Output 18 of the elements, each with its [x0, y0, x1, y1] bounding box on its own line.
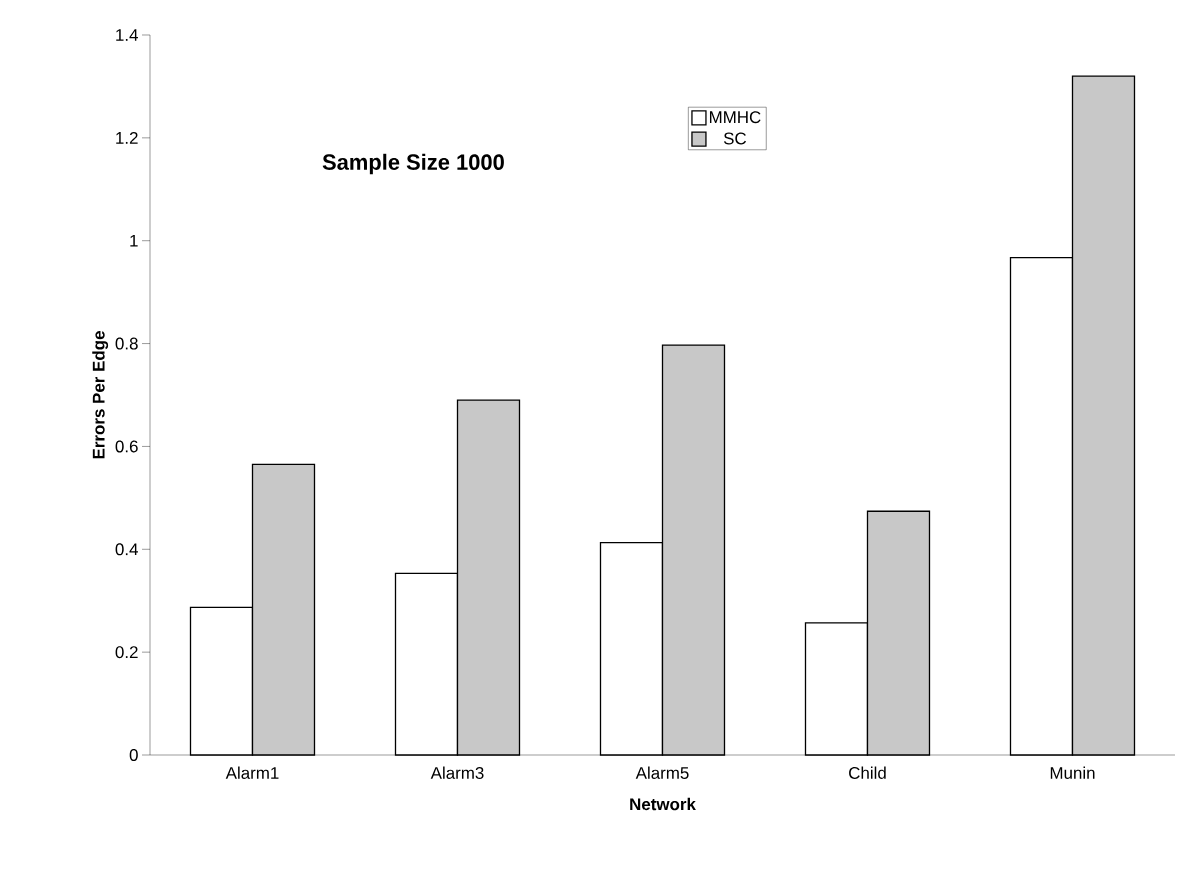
text: Sample Size 1000	[322, 153, 504, 175]
x-tick-label: Munin	[1050, 766, 1095, 779]
y-tick-label: 0.6	[115, 440, 138, 453]
x-tick-label: Child	[849, 766, 886, 779]
x-axis-title: Network	[630, 797, 696, 811]
x-tick-label: Alarm5	[635, 766, 689, 779]
y-tick-label: 0.8	[115, 337, 138, 350]
y-tick-label: 0	[129, 749, 138, 761]
y-tick-label: 1	[130, 234, 138, 247]
y-tick-label: 1.2	[116, 131, 138, 144]
x-tick-label: Alarm1	[225, 766, 279, 779]
y-axis-title: Errors Per Edge	[92, 331, 109, 459]
x-tick-label: Alarm3	[430, 766, 484, 779]
y-tick-label: 0.4	[115, 543, 138, 556]
legend-label: MMHC	[709, 111, 761, 124]
legend-label: SC	[723, 132, 747, 145]
y-tick-label: 0.2	[115, 646, 138, 659]
y-tick-label: 1.4	[116, 29, 138, 41]
